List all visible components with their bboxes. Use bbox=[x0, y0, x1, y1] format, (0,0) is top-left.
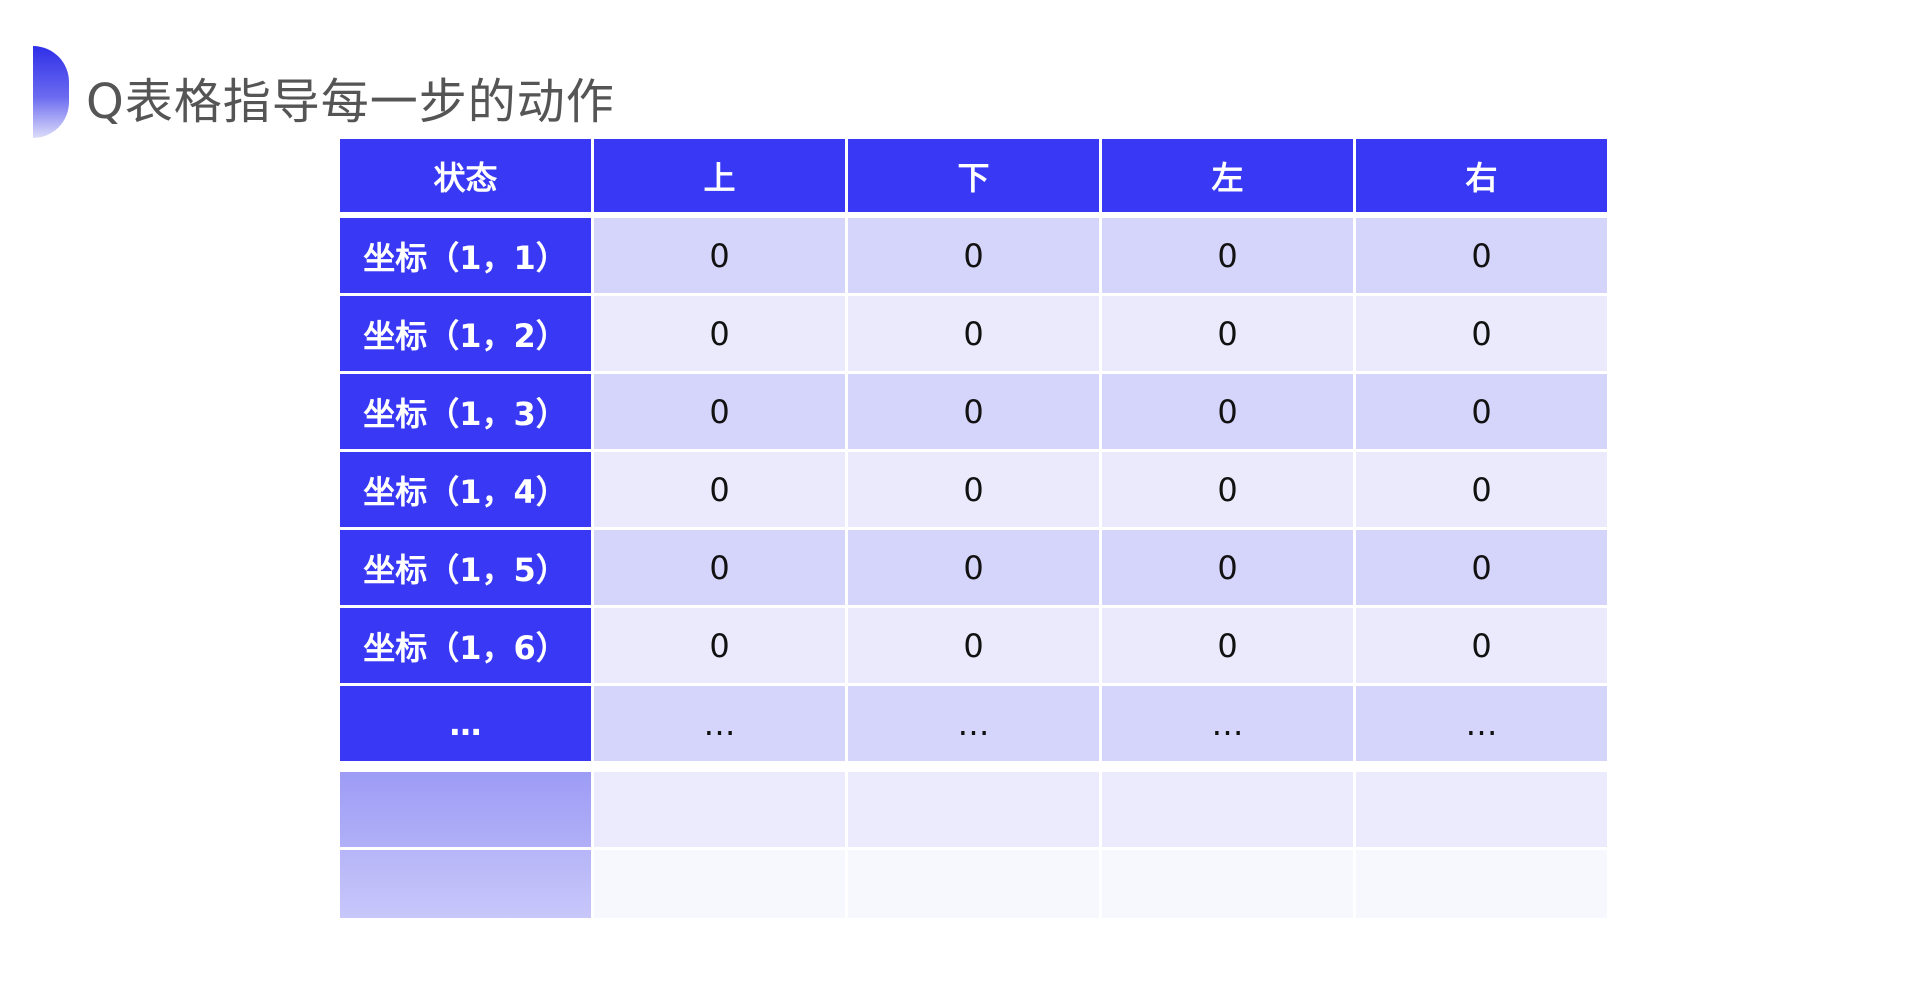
table-row: 坐标（1，4） 0 0 0 0 bbox=[340, 452, 1607, 527]
page-title: Q表格指导每一步的动作 bbox=[86, 74, 615, 130]
row-state-label: … bbox=[340, 686, 591, 761]
q-value-cell: 0 bbox=[594, 608, 845, 683]
title-accent-shape bbox=[33, 46, 69, 138]
q-value-cell: 0 bbox=[1356, 374, 1607, 449]
q-value-cell: … bbox=[848, 686, 1099, 761]
q-value-cell: 0 bbox=[848, 608, 1099, 683]
table-row: …………… bbox=[340, 686, 1607, 761]
q-value-cell: … bbox=[1356, 686, 1607, 761]
table-cell bbox=[1102, 850, 1353, 918]
q-value-cell: 0 bbox=[848, 374, 1099, 449]
q-value-cell: 0 bbox=[594, 530, 845, 605]
q-value-cell: 0 bbox=[848, 296, 1099, 371]
table-row: 坐标（1，2） 0 0 0 0 bbox=[340, 296, 1607, 371]
faded-row bbox=[340, 850, 1607, 918]
q-value-cell: 0 bbox=[1356, 530, 1607, 605]
row-state-label: 坐标（1，1） bbox=[340, 218, 591, 293]
q-value-cell: 0 bbox=[1356, 296, 1607, 371]
q-value-cell: 0 bbox=[1102, 530, 1353, 605]
header-state: 状态 bbox=[340, 139, 591, 212]
header-right: 右 bbox=[1356, 139, 1607, 212]
table-row: 坐标（1，3） 0 0 0 0 bbox=[340, 374, 1607, 449]
table-row: 坐标（1，5） 0 0 0 0 bbox=[340, 530, 1607, 605]
q-value-cell: 0 bbox=[1102, 452, 1353, 527]
row-state-label: 坐标（1，2） bbox=[340, 296, 591, 371]
q-value-cell: 0 bbox=[594, 452, 845, 527]
table-cell bbox=[848, 850, 1099, 918]
q-value-cell: 0 bbox=[1102, 218, 1353, 293]
q-table: 状态 上 下 左 右 坐标（1，1） 0 0 0 0 坐标（1，2） 0 0 0 0 坐标（1，3）… bbox=[340, 139, 1607, 921]
row-state-label: 坐标（1，5） bbox=[340, 530, 591, 605]
row-state-label: 坐标（1，4） bbox=[340, 452, 591, 527]
table-row: 坐标（1，6） 0 0 0 0 bbox=[340, 608, 1607, 683]
row-state-label: 坐标（1，6） bbox=[340, 608, 591, 683]
q-value-cell: 0 bbox=[1356, 218, 1607, 293]
q-value-cell: 0 bbox=[1102, 374, 1353, 449]
table-cell bbox=[1102, 772, 1353, 847]
table-cell bbox=[1356, 850, 1607, 918]
q-value-cell: 0 bbox=[848, 452, 1099, 527]
table-cell bbox=[340, 772, 591, 847]
q-value-cell: 0 bbox=[594, 218, 845, 293]
q-value-cell: 0 bbox=[594, 296, 845, 371]
q-value-cell: 0 bbox=[848, 218, 1099, 293]
q-value-cell: 0 bbox=[1356, 452, 1607, 527]
q-value-cell: … bbox=[1102, 686, 1353, 761]
table-row: 坐标（1，1） 0 0 0 0 bbox=[340, 218, 1607, 293]
header-up: 上 bbox=[594, 139, 845, 212]
table-header-row: 状态 上 下 左 右 bbox=[340, 139, 1607, 212]
q-value-cell: 0 bbox=[1102, 296, 1353, 371]
q-value-cell: 0 bbox=[1102, 608, 1353, 683]
q-value-cell: 0 bbox=[1356, 608, 1607, 683]
q-value-cell: … bbox=[594, 686, 845, 761]
q-value-cell: 0 bbox=[594, 374, 845, 449]
q-value-cell: 0 bbox=[848, 530, 1099, 605]
row-state-label: 坐标（1，3） bbox=[340, 374, 591, 449]
faded-row bbox=[340, 772, 1607, 847]
table-cell bbox=[1356, 772, 1607, 847]
table-cell bbox=[848, 772, 1099, 847]
header-down: 下 bbox=[848, 139, 1099, 212]
table-cell bbox=[594, 850, 845, 918]
table-cell bbox=[594, 772, 845, 847]
table-cell bbox=[340, 850, 591, 918]
header-left: 左 bbox=[1102, 139, 1353, 212]
